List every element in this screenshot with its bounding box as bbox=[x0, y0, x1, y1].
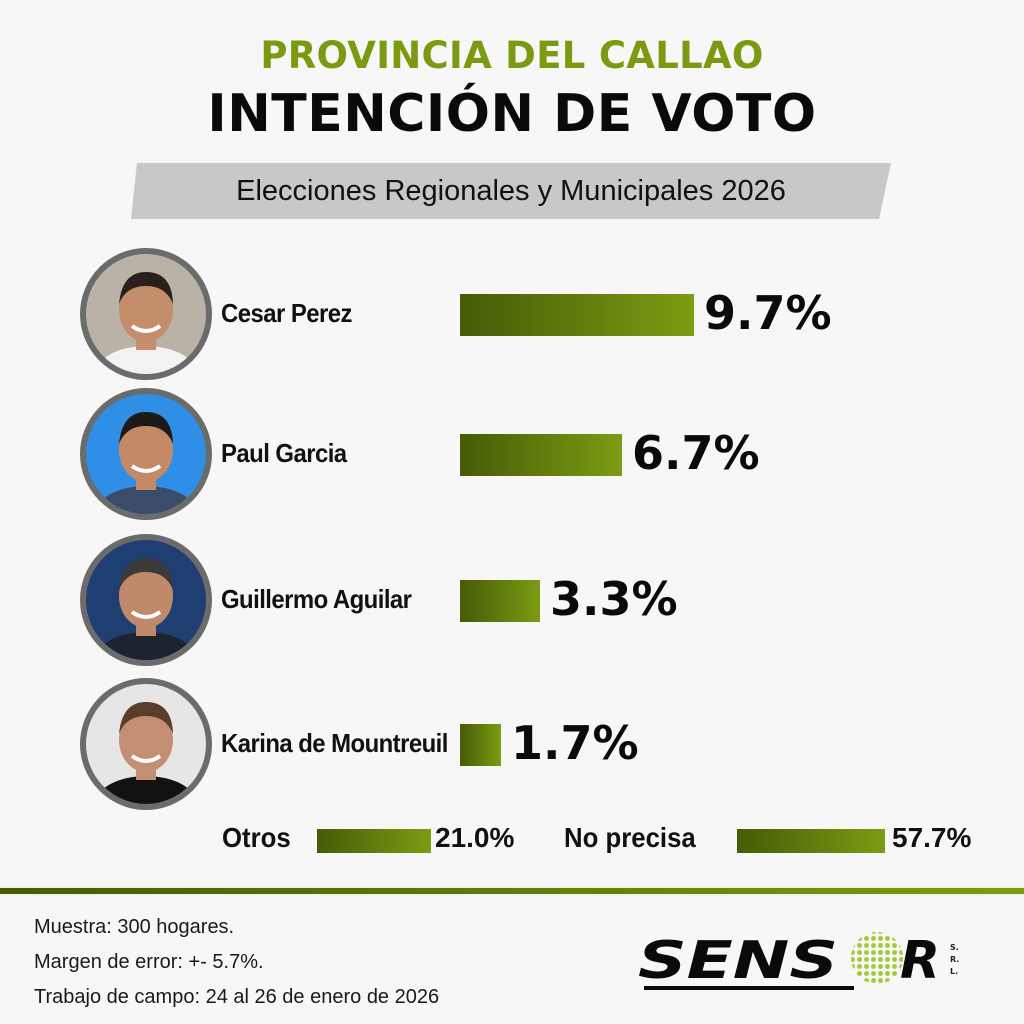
vote-percentage: 3.3% bbox=[550, 572, 678, 626]
svg-text:L.: L. bbox=[950, 967, 958, 976]
footer-divider bbox=[0, 888, 1024, 894]
subtitle-banner bbox=[131, 163, 891, 219]
subtitle-text: Elecciones Regionales y Municipales 2026 bbox=[236, 175, 786, 207]
svg-text:R.: R. bbox=[950, 955, 959, 964]
person-portrait-icon bbox=[94, 558, 198, 660]
province-title: PROVINCIA DEL CALLAO bbox=[260, 34, 764, 77]
vote-percentage: 1.7% bbox=[511, 716, 639, 770]
sample-note: Muestra: 300 hogares. bbox=[34, 916, 235, 938]
others-label: Otros bbox=[222, 822, 291, 853]
vote-percentage: 6.7% bbox=[632, 426, 760, 480]
person-portrait-icon bbox=[94, 412, 198, 514]
vote-bar bbox=[460, 580, 540, 622]
no-precisa-bar bbox=[737, 829, 885, 853]
page-title: INTENCIÓN DE VOTO bbox=[207, 84, 817, 144]
candidate-name: Guillermo Aguilar bbox=[221, 584, 412, 614]
vote-bar bbox=[460, 434, 622, 476]
candidate-avatar bbox=[80, 388, 212, 520]
others-value: 21.0% bbox=[435, 822, 515, 853]
no-precisa-value: 57.7% bbox=[892, 822, 972, 853]
sensor-logo: SENS R S. R. L. bbox=[632, 928, 982, 992]
others-bar bbox=[317, 829, 431, 853]
vote-percentage: 9.7% bbox=[704, 286, 832, 340]
fieldwork-note: Trabajo de campo: 24 al 26 de enero de 2… bbox=[34, 986, 440, 1008]
candidate-name: Cesar Perez bbox=[221, 298, 352, 328]
candidate-avatar bbox=[80, 248, 212, 380]
logo-text-left: SENS bbox=[638, 931, 838, 991]
person-portrait-icon bbox=[94, 702, 198, 804]
vote-bar bbox=[460, 294, 694, 336]
margin-note: Margen de error: +- 5.7%. bbox=[34, 951, 264, 973]
logo-dot-globe-icon bbox=[851, 932, 903, 984]
candidate-name: Paul Garcia bbox=[221, 438, 347, 468]
vote-bar bbox=[460, 724, 501, 766]
person-portrait-icon bbox=[94, 272, 198, 374]
candidate-avatar bbox=[80, 534, 212, 666]
logo-text-right: R bbox=[900, 931, 940, 991]
candidate-name: Karina de Mountreuil bbox=[221, 728, 448, 758]
svg-text:S.: S. bbox=[950, 943, 959, 952]
no-precisa-label: No precisa bbox=[564, 822, 696, 853]
candidate-avatar bbox=[80, 678, 212, 810]
